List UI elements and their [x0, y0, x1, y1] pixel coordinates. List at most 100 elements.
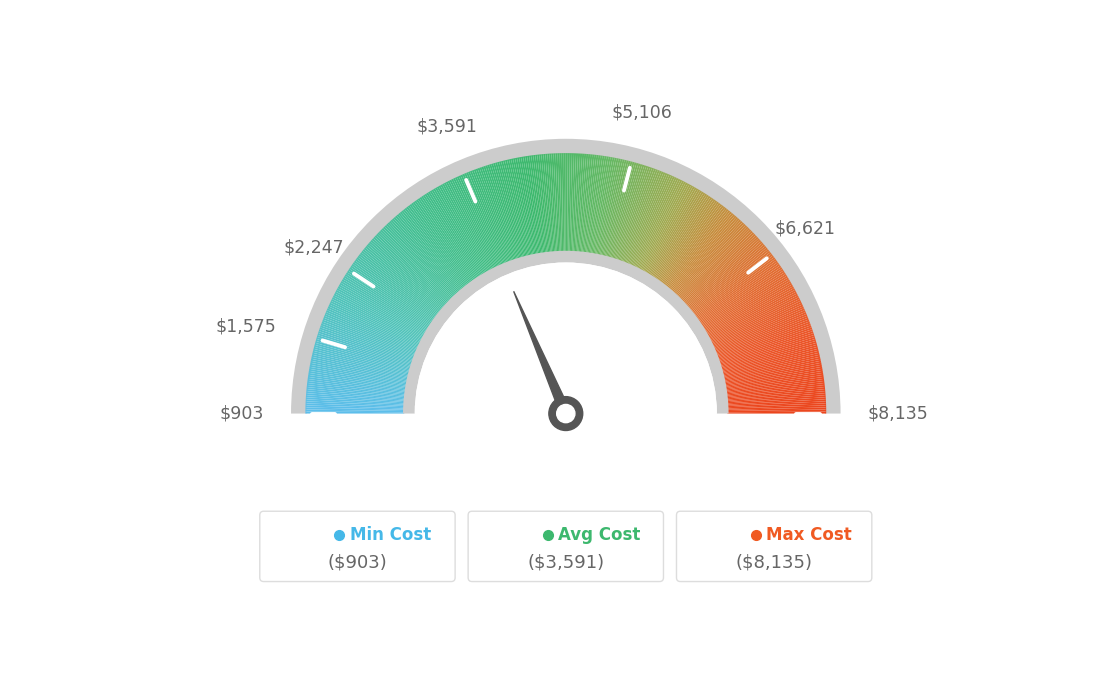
- Wedge shape: [599, 159, 623, 256]
- Wedge shape: [336, 290, 424, 338]
- Wedge shape: [389, 221, 457, 295]
- Wedge shape: [698, 264, 781, 322]
- Wedge shape: [452, 179, 496, 268]
- Wedge shape: [495, 162, 523, 258]
- Wedge shape: [308, 377, 406, 392]
- Wedge shape: [548, 154, 555, 253]
- Wedge shape: [318, 331, 413, 364]
- Wedge shape: [721, 343, 817, 371]
- Wedge shape: [720, 333, 814, 365]
- Wedge shape: [664, 206, 725, 286]
- Wedge shape: [306, 391, 405, 401]
- Wedge shape: [696, 259, 776, 319]
- Wedge shape: [428, 192, 481, 277]
- Wedge shape: [316, 339, 411, 368]
- FancyBboxPatch shape: [677, 511, 872, 582]
- Wedge shape: [617, 166, 650, 261]
- Wedge shape: [691, 249, 769, 313]
- Wedge shape: [714, 312, 806, 352]
- Wedge shape: [715, 317, 809, 355]
- Wedge shape: [661, 204, 722, 284]
- Wedge shape: [411, 203, 471, 284]
- Wedge shape: [668, 212, 732, 289]
- Wedge shape: [319, 329, 413, 362]
- Wedge shape: [311, 355, 408, 378]
- Wedge shape: [728, 400, 826, 406]
- Wedge shape: [630, 175, 671, 266]
- Wedge shape: [724, 365, 822, 384]
- Wedge shape: [403, 250, 729, 413]
- Wedge shape: [601, 159, 625, 256]
- Text: $5,106: $5,106: [612, 104, 672, 121]
- Wedge shape: [666, 209, 729, 288]
- Wedge shape: [318, 333, 412, 365]
- Wedge shape: [700, 269, 784, 325]
- Wedge shape: [725, 371, 824, 388]
- Wedge shape: [425, 194, 479, 278]
- Wedge shape: [660, 201, 719, 283]
- Wedge shape: [328, 304, 420, 347]
- Wedge shape: [415, 262, 716, 413]
- Wedge shape: [723, 353, 819, 377]
- Wedge shape: [701, 273, 786, 327]
- Wedge shape: [359, 254, 438, 315]
- Wedge shape: [306, 407, 404, 411]
- Wedge shape: [714, 310, 806, 351]
- Wedge shape: [718, 326, 811, 360]
- Wedge shape: [306, 411, 404, 413]
- Wedge shape: [307, 387, 405, 398]
- Wedge shape: [726, 395, 826, 404]
- Wedge shape: [322, 317, 416, 355]
- Wedge shape: [333, 293, 423, 340]
- Wedge shape: [320, 326, 414, 360]
- Wedge shape: [728, 406, 826, 410]
- Wedge shape: [607, 162, 635, 258]
- Wedge shape: [618, 167, 652, 262]
- Wedge shape: [399, 213, 463, 290]
- Wedge shape: [723, 357, 820, 380]
- Wedge shape: [725, 377, 824, 392]
- Wedge shape: [392, 218, 459, 293]
- Wedge shape: [309, 365, 407, 384]
- Wedge shape: [682, 233, 754, 302]
- Wedge shape: [562, 153, 564, 252]
- Wedge shape: [572, 153, 578, 253]
- Wedge shape: [310, 359, 408, 381]
- Wedge shape: [675, 221, 743, 295]
- Wedge shape: [636, 179, 680, 268]
- Wedge shape: [432, 189, 484, 275]
- Wedge shape: [665, 208, 728, 287]
- Wedge shape: [306, 402, 404, 407]
- Wedge shape: [354, 261, 435, 319]
- Text: ($903): ($903): [328, 553, 388, 571]
- Wedge shape: [391, 219, 458, 294]
- Wedge shape: [330, 301, 421, 345]
- Wedge shape: [351, 264, 434, 322]
- Wedge shape: [350, 266, 433, 323]
- Circle shape: [549, 397, 583, 431]
- Wedge shape: [426, 193, 480, 277]
- Wedge shape: [728, 409, 826, 413]
- Wedge shape: [517, 157, 537, 255]
- Wedge shape: [372, 238, 446, 306]
- Wedge shape: [711, 299, 800, 344]
- Wedge shape: [529, 155, 544, 254]
- Text: $1,575: $1,575: [215, 317, 276, 335]
- Wedge shape: [649, 190, 702, 276]
- Wedge shape: [339, 284, 425, 335]
- Wedge shape: [442, 184, 490, 271]
- Wedge shape: [585, 155, 598, 253]
- Wedge shape: [519, 157, 538, 255]
- Text: Avg Cost: Avg Cost: [558, 526, 640, 544]
- Wedge shape: [310, 363, 407, 384]
- Wedge shape: [728, 411, 826, 413]
- Wedge shape: [713, 308, 805, 349]
- Wedge shape: [725, 379, 825, 393]
- Wedge shape: [306, 404, 404, 408]
- Wedge shape: [637, 179, 682, 269]
- Wedge shape: [526, 156, 542, 254]
- Wedge shape: [312, 351, 410, 376]
- Wedge shape: [501, 161, 527, 257]
- Wedge shape: [420, 197, 476, 280]
- Wedge shape: [319, 327, 413, 362]
